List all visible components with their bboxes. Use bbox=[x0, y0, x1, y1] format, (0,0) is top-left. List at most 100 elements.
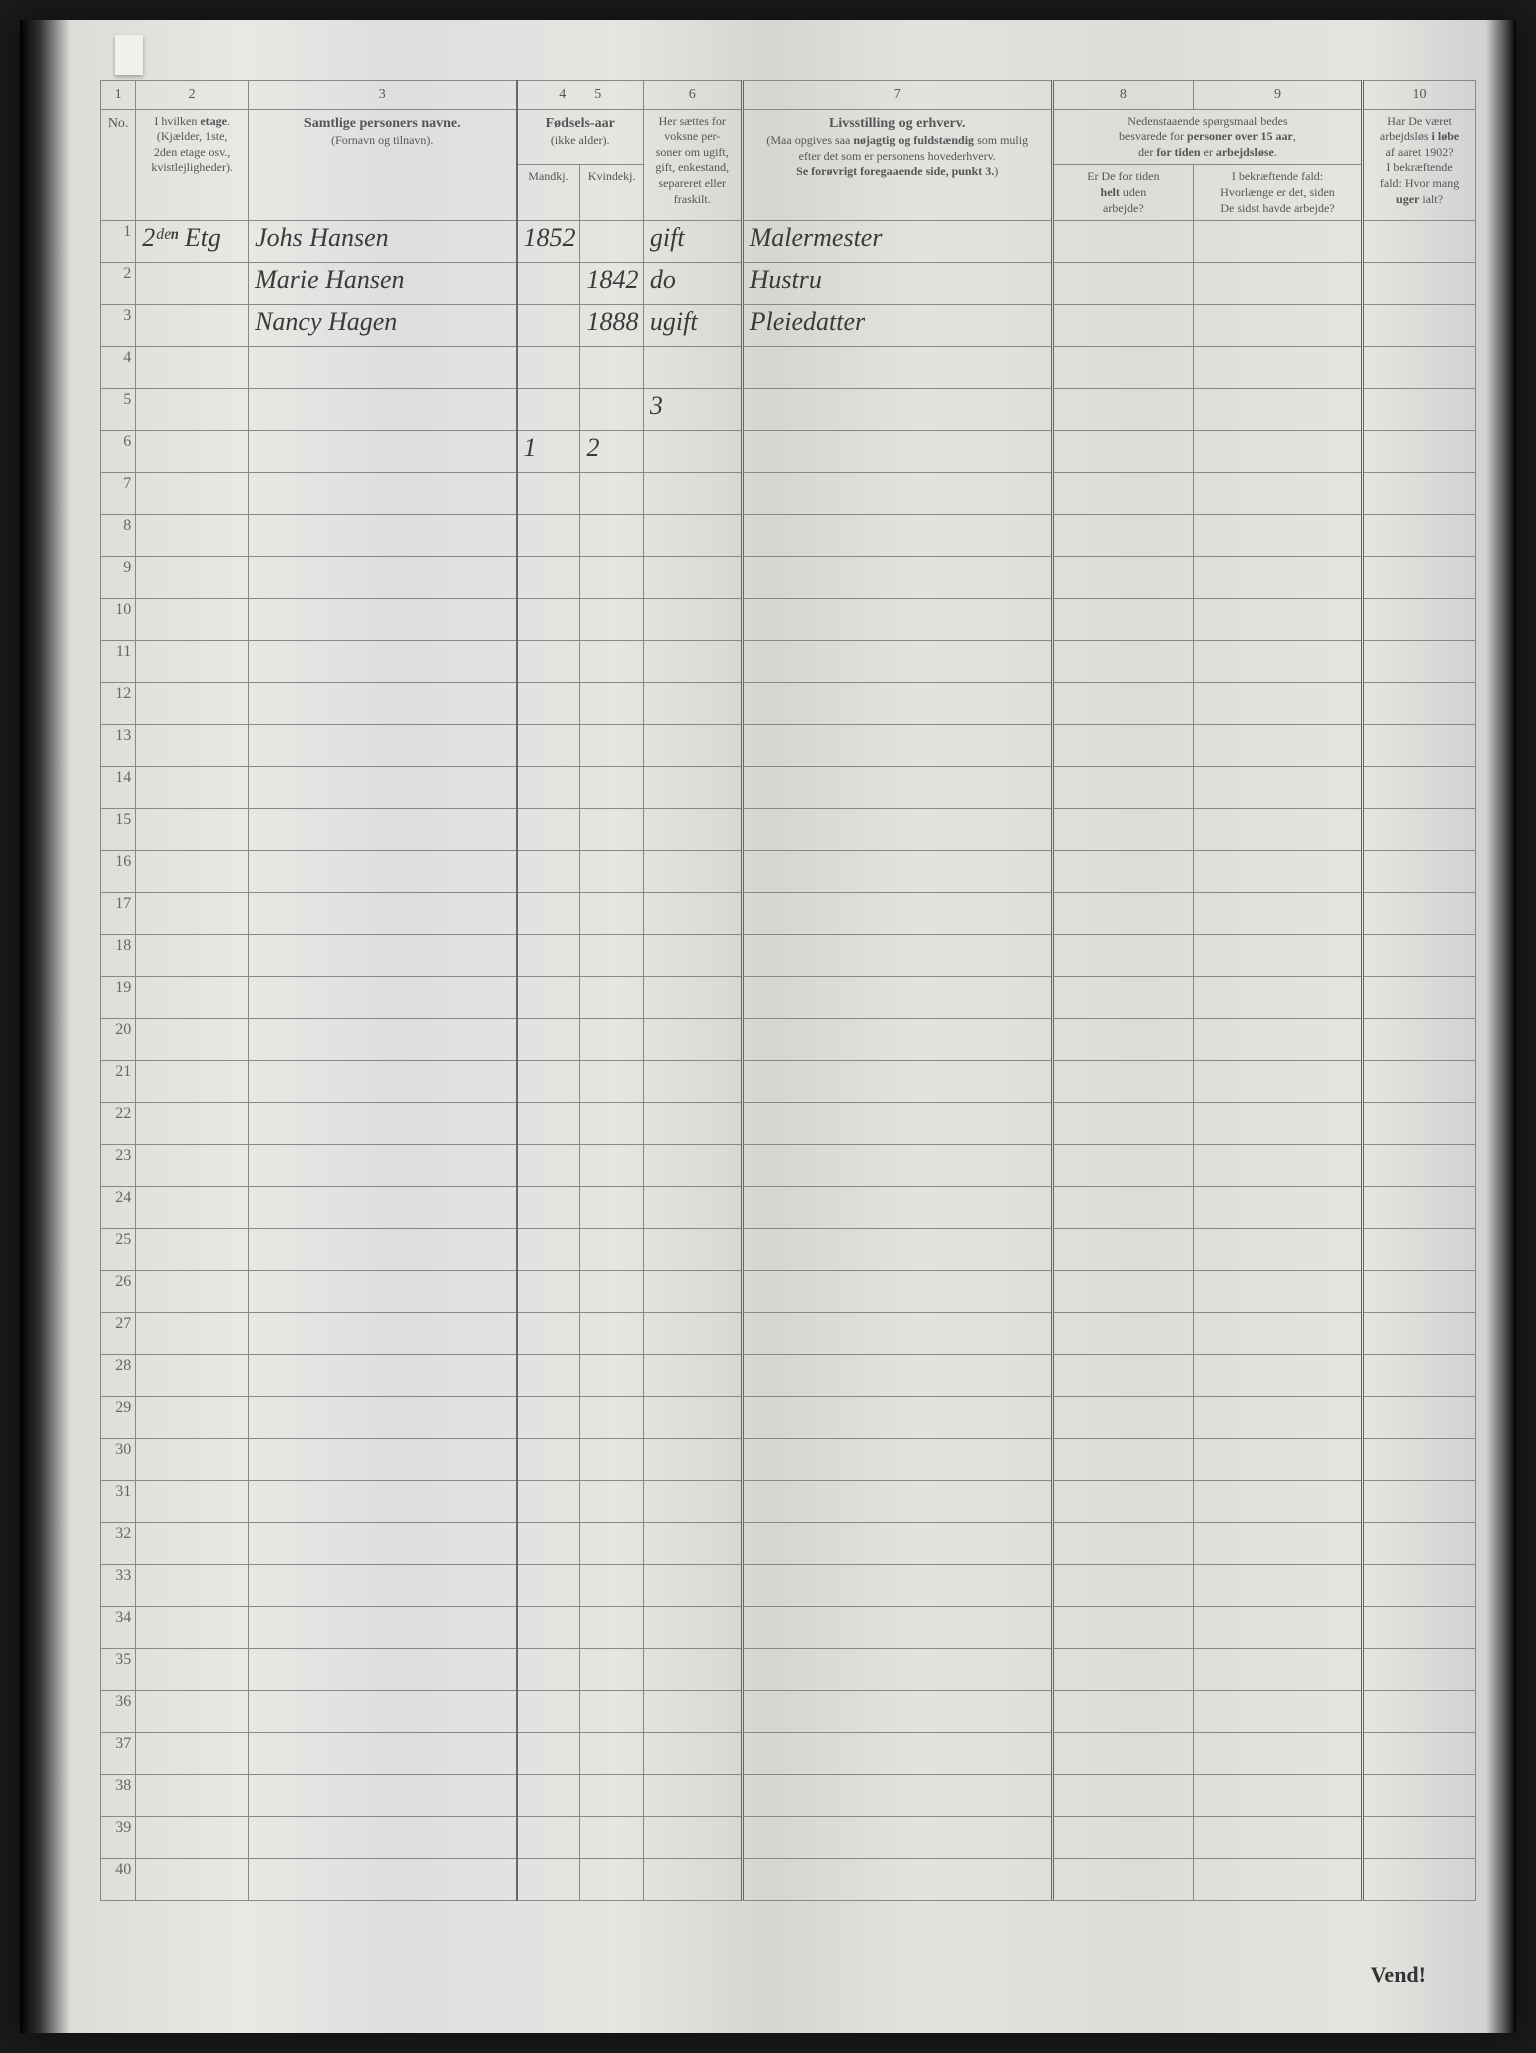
cell-10 bbox=[1363, 1607, 1476, 1649]
cell-erhverv: Malermester bbox=[742, 221, 1052, 263]
row-number: 8 bbox=[101, 515, 136, 557]
table-row: 24 bbox=[101, 1187, 1476, 1229]
cell-mandkj bbox=[517, 599, 580, 641]
cell-8 bbox=[1052, 1103, 1193, 1145]
cell-erhverv bbox=[742, 389, 1052, 431]
cell-9 bbox=[1193, 893, 1362, 935]
row-number: 19 bbox=[101, 977, 136, 1019]
cell-kvindkj bbox=[580, 1355, 643, 1397]
table-row: 20 bbox=[101, 1019, 1476, 1061]
cell-etage bbox=[136, 1439, 249, 1481]
cell-mandkj bbox=[517, 1481, 580, 1523]
table-body: 12ᵈᵉⁿ EtgJohs Hansen1852giftMalermester2… bbox=[101, 221, 1476, 1901]
cell-gift: gift bbox=[643, 221, 742, 263]
cell-erhverv bbox=[742, 1271, 1052, 1313]
cell-erhverv bbox=[742, 557, 1052, 599]
table-row: 25 bbox=[101, 1229, 1476, 1271]
cell-10 bbox=[1363, 683, 1476, 725]
cell-navn bbox=[249, 347, 517, 389]
cell-navn bbox=[249, 431, 517, 473]
cell-kvindkj bbox=[580, 557, 643, 599]
cell-etage bbox=[136, 431, 249, 473]
cell-8 bbox=[1052, 767, 1193, 809]
cell-10 bbox=[1363, 347, 1476, 389]
table-row: 7 bbox=[101, 473, 1476, 515]
cell-8 bbox=[1052, 263, 1193, 305]
cell-gift bbox=[643, 431, 742, 473]
cell-navn bbox=[249, 1691, 517, 1733]
cell-8 bbox=[1052, 1187, 1193, 1229]
table-row: 37 bbox=[101, 1733, 1476, 1775]
cell-gift bbox=[643, 1775, 742, 1817]
cell-kvindkj bbox=[580, 851, 643, 893]
colnum-9: 9 bbox=[1193, 81, 1362, 110]
table-row: 36 bbox=[101, 1691, 1476, 1733]
cell-8 bbox=[1052, 1817, 1193, 1859]
cell-9 bbox=[1193, 473, 1362, 515]
cell-mandkj bbox=[517, 473, 580, 515]
row-number: 20 bbox=[101, 1019, 136, 1061]
cell-gift bbox=[643, 809, 742, 851]
cell-8 bbox=[1052, 935, 1193, 977]
cell-8 bbox=[1052, 1733, 1193, 1775]
cell-erhverv bbox=[742, 1859, 1052, 1901]
cell-erhverv bbox=[742, 977, 1052, 1019]
cell-navn bbox=[249, 473, 517, 515]
cell-navn bbox=[249, 1817, 517, 1859]
cell-erhverv: Pleiedatter bbox=[742, 305, 1052, 347]
cell-etage bbox=[136, 935, 249, 977]
cell-navn bbox=[249, 893, 517, 935]
cell-10 bbox=[1363, 557, 1476, 599]
cell-8 bbox=[1052, 389, 1193, 431]
table-row: 53 bbox=[101, 389, 1476, 431]
cell-mandkj bbox=[517, 1397, 580, 1439]
row-number: 30 bbox=[101, 1439, 136, 1481]
cell-kvindkj bbox=[580, 221, 643, 263]
cell-mandkj bbox=[517, 263, 580, 305]
cell-mandkj bbox=[517, 1313, 580, 1355]
table-row: 29 bbox=[101, 1397, 1476, 1439]
cell-9 bbox=[1193, 1439, 1362, 1481]
cell-etage bbox=[136, 1565, 249, 1607]
cell-navn bbox=[249, 1859, 517, 1901]
row-number: 27 bbox=[101, 1313, 136, 1355]
cell-kvindkj bbox=[580, 1691, 643, 1733]
cell-kvindkj bbox=[580, 1733, 643, 1775]
table-row: 31 bbox=[101, 1481, 1476, 1523]
cell-etage bbox=[136, 809, 249, 851]
cell-etage bbox=[136, 1733, 249, 1775]
table-row: 38 bbox=[101, 1775, 1476, 1817]
cell-gift bbox=[643, 1397, 742, 1439]
cell-etage bbox=[136, 1313, 249, 1355]
header-etage: I hvilken etage. (Kjælder, 1ste, 2den et… bbox=[136, 109, 249, 221]
cell-10 bbox=[1363, 641, 1476, 683]
cell-etage bbox=[136, 851, 249, 893]
cell-kvindkj bbox=[580, 1397, 643, 1439]
cell-erhverv bbox=[742, 1733, 1052, 1775]
cell-9 bbox=[1193, 263, 1362, 305]
cell-9 bbox=[1193, 1145, 1362, 1187]
cell-mandkj bbox=[517, 557, 580, 599]
cell-mandkj: 1852 bbox=[517, 221, 580, 263]
cell-mandkj bbox=[517, 641, 580, 683]
cell-mandkj: 1 bbox=[517, 431, 580, 473]
cell-erhverv bbox=[742, 1565, 1052, 1607]
header-no: No. bbox=[101, 109, 136, 221]
table-row: 10 bbox=[101, 599, 1476, 641]
row-number: 40 bbox=[101, 1859, 136, 1901]
cell-mandkj bbox=[517, 389, 580, 431]
cell-8 bbox=[1052, 1229, 1193, 1271]
cell-kvindkj bbox=[580, 641, 643, 683]
cell-mandkj bbox=[517, 851, 580, 893]
cell-8 bbox=[1052, 599, 1193, 641]
cell-8 bbox=[1052, 1313, 1193, 1355]
cell-etage bbox=[136, 347, 249, 389]
cell-etage bbox=[136, 1691, 249, 1733]
cell-etage bbox=[136, 725, 249, 767]
cell-9 bbox=[1193, 1649, 1362, 1691]
table-row: 612 bbox=[101, 431, 1476, 473]
cell-erhverv bbox=[742, 935, 1052, 977]
cell-etage bbox=[136, 1145, 249, 1187]
row-number: 26 bbox=[101, 1271, 136, 1313]
cell-kvindkj bbox=[580, 347, 643, 389]
